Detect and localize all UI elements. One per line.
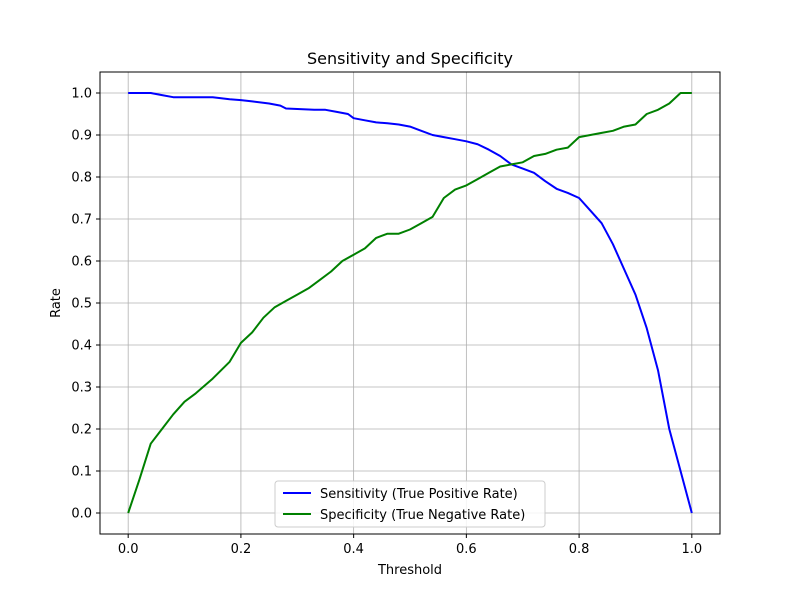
x-tick-label: 0.2 bbox=[231, 542, 252, 557]
legend-box bbox=[274, 480, 546, 528]
y-tick-label: 0.6 bbox=[71, 255, 92, 270]
y-tick-label: 0.8 bbox=[71, 171, 92, 186]
x-axis-label: Threshold bbox=[377, 563, 442, 578]
legend-label-specificity: Specificity (True Negative Rate) bbox=[320, 508, 525, 523]
x-tick-label: 0.4 bbox=[343, 542, 364, 557]
x-tick-label: 1.0 bbox=[681, 542, 702, 557]
y-axis-ticks: 0.0 0.1 0.2 0.3 0.4 0.5 0.6 0.7 0.8 0.9 1.0 bbox=[71, 87, 100, 522]
chart-title: Sensitivity and Specificity bbox=[307, 49, 513, 68]
y-tick-label: 1.0 bbox=[71, 87, 92, 102]
grid-lines bbox=[100, 72, 720, 534]
specificity-line bbox=[127, 92, 692, 514]
y-tick-label: 0.7 bbox=[71, 213, 92, 228]
sensitivity-line bbox=[128, 92, 693, 514]
data-series bbox=[127, 92, 693, 514]
legend: Sensitivity (True Positive Rate) Specifi… bbox=[274, 480, 546, 528]
y-tick-label: 0.1 bbox=[71, 465, 92, 480]
x-tick-label: 0.0 bbox=[118, 542, 139, 557]
x-tick-label: 0.8 bbox=[569, 542, 590, 557]
x-tick-label: 0.6 bbox=[456, 542, 477, 557]
x-axis-ticks: 0.0 0.2 0.4 0.6 0.8 1.0 bbox=[118, 534, 702, 557]
y-tick-label: 0.4 bbox=[71, 339, 92, 354]
y-tick-label: 0.9 bbox=[71, 129, 92, 144]
legend-label-sensitivity: Sensitivity (True Positive Rate) bbox=[320, 487, 518, 502]
y-tick-label: 0.5 bbox=[71, 297, 92, 312]
y-tick-label: 0.2 bbox=[71, 423, 92, 438]
y-axis-label: Rate bbox=[49, 288, 64, 318]
y-tick-label: 0.3 bbox=[71, 381, 92, 396]
y-tick-label: 0.0 bbox=[71, 507, 92, 522]
